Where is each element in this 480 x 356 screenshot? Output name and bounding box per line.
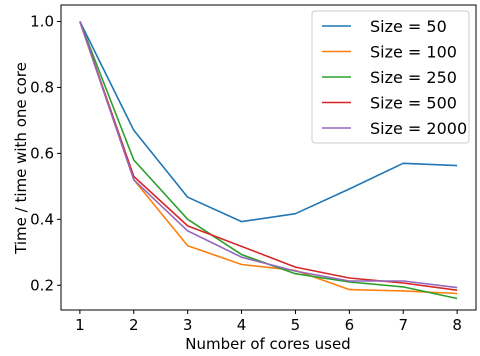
y-tick-label: 0.2 xyxy=(30,276,54,294)
y-tick-label: 1.0 xyxy=(30,12,54,30)
series-line-2 xyxy=(79,21,458,295)
legend-label-4: Size = 500 xyxy=(370,94,457,113)
series-line-5 xyxy=(79,21,458,289)
series-layer xyxy=(79,21,458,300)
x-tick-label: 2 xyxy=(129,316,139,334)
legend-label-5: Size = 2000 xyxy=(370,119,467,138)
x-tick-label: 6 xyxy=(345,316,355,334)
x-tick-label: 4 xyxy=(237,316,247,334)
x-tick-label: 1 xyxy=(75,316,85,334)
y-axis-label: Time / time with one core xyxy=(12,62,30,255)
x-tick-label: 5 xyxy=(291,316,301,334)
x-axis-label: Number of cores used xyxy=(185,335,350,353)
x-tick-label: 8 xyxy=(452,316,462,334)
x-tick-label: 7 xyxy=(398,316,408,334)
x-axis: 1 2 3 4 5 6 7 8 xyxy=(75,310,462,334)
y-tick-label: 0.6 xyxy=(30,144,54,162)
series-line-1 xyxy=(79,21,458,223)
y-tick-label: 0.4 xyxy=(30,210,54,228)
y-axis: 0.2 0.4 0.6 0.8 1.0 xyxy=(30,12,61,294)
legend-box xyxy=(311,10,470,144)
x-tick-label: 3 xyxy=(183,316,193,334)
legend: Size = 50 Size = 100 Size = 250 Size = 500 S… xyxy=(311,10,470,144)
series-line-4 xyxy=(79,21,458,291)
legend-label-3: Size = 250 xyxy=(370,68,457,87)
legend-label-1: Size = 50 xyxy=(370,17,447,36)
y-tick-label: 0.8 xyxy=(30,78,54,96)
legend-label-2: Size = 100 xyxy=(370,43,457,62)
plot-frame xyxy=(60,4,477,311)
